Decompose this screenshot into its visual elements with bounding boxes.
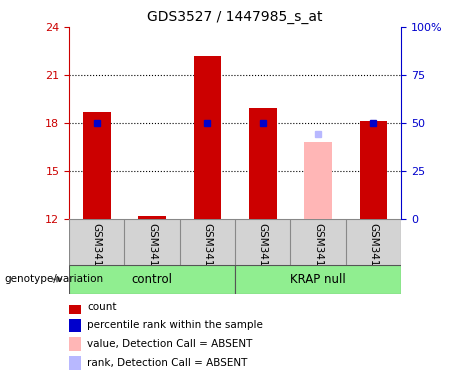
Bar xyxy=(249,109,277,219)
Bar xyxy=(69,319,81,332)
Text: GSM341693: GSM341693 xyxy=(368,223,378,286)
Text: percentile rank within the sample: percentile rank within the sample xyxy=(88,321,263,331)
Bar xyxy=(69,356,81,370)
Text: GSM341694: GSM341694 xyxy=(92,223,102,286)
Text: GSM341695: GSM341695 xyxy=(147,223,157,286)
Bar xyxy=(194,56,221,219)
Text: value, Detection Call = ABSENT: value, Detection Call = ABSENT xyxy=(88,339,253,349)
Bar xyxy=(304,142,332,219)
Bar xyxy=(138,216,166,219)
Text: KRAP null: KRAP null xyxy=(290,273,346,286)
Bar xyxy=(69,300,81,313)
Bar xyxy=(83,112,111,219)
Bar xyxy=(360,121,387,219)
Text: control: control xyxy=(132,273,172,286)
Text: count: count xyxy=(88,302,117,312)
Text: genotype/variation: genotype/variation xyxy=(5,274,104,285)
Bar xyxy=(69,265,235,294)
Title: GDS3527 / 1447985_s_at: GDS3527 / 1447985_s_at xyxy=(148,10,323,25)
Bar xyxy=(235,265,401,294)
Text: GSM341692: GSM341692 xyxy=(313,223,323,286)
Text: GSM341691: GSM341691 xyxy=(258,223,268,286)
Bar xyxy=(69,338,81,351)
Text: rank, Detection Call = ABSENT: rank, Detection Call = ABSENT xyxy=(88,358,248,368)
Text: GSM341696: GSM341696 xyxy=(202,223,213,286)
